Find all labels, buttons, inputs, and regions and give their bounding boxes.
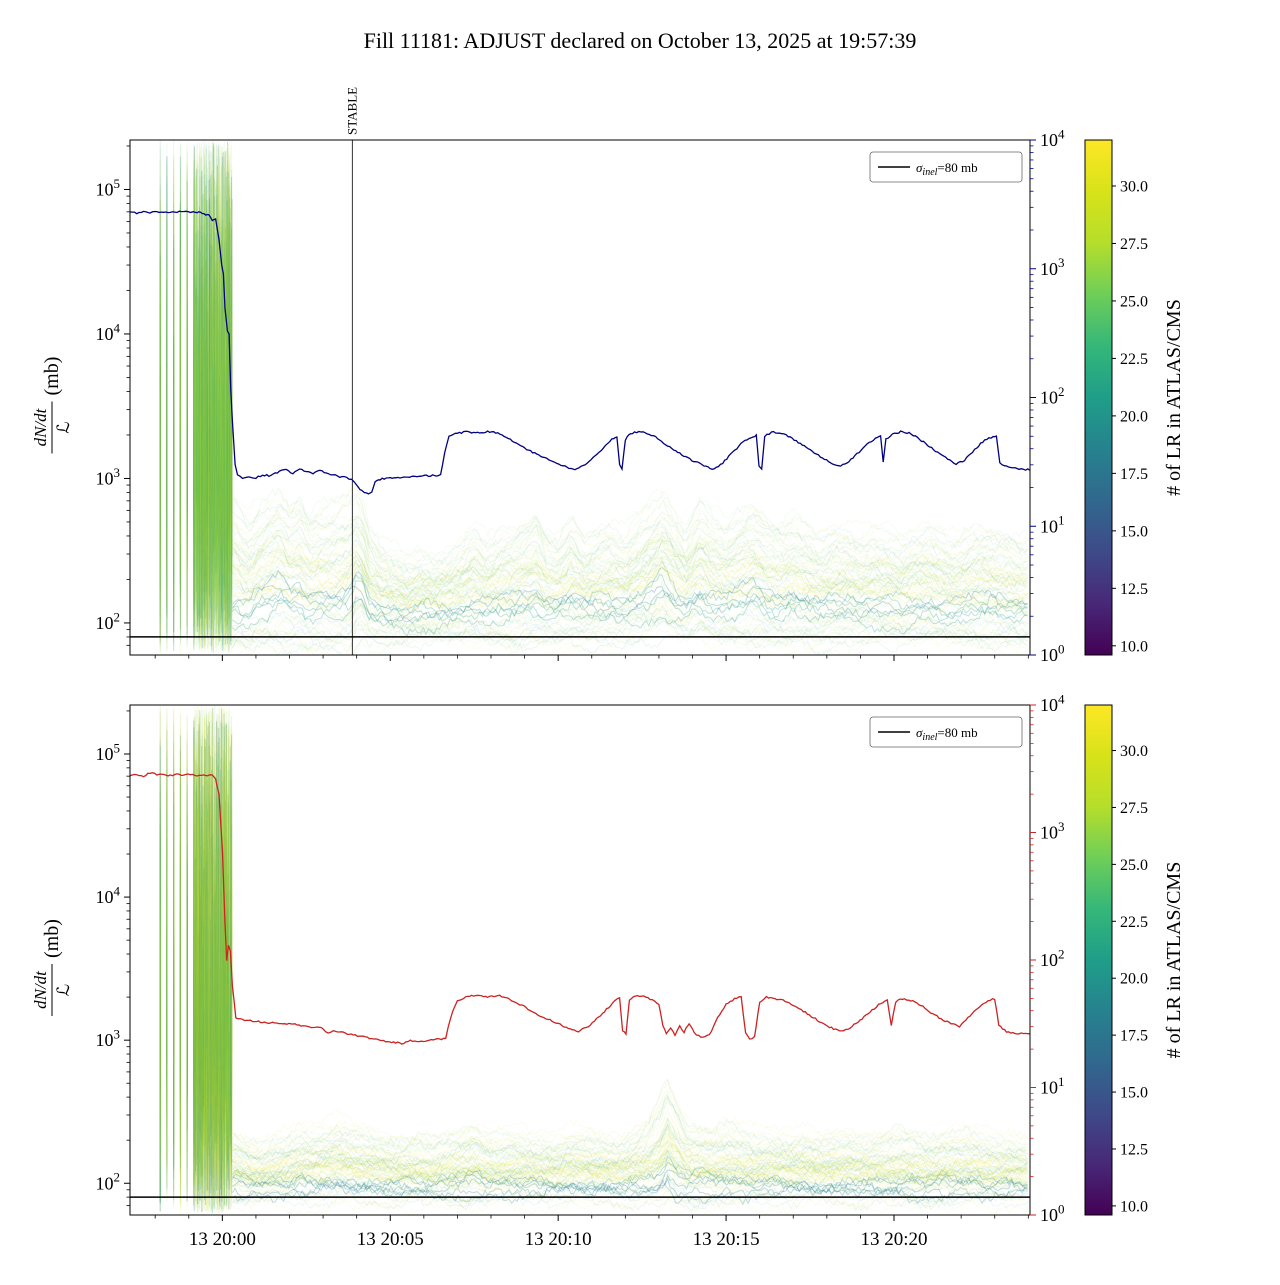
- svg-text:ℒ: ℒ: [54, 984, 73, 996]
- x-tick-label: 13 20:10: [525, 1229, 592, 1250]
- colorbar-tick-label: 17.5: [1120, 466, 1148, 483]
- x-tick-label: 13 20:00: [189, 1229, 256, 1250]
- x-tick-label: 13 20:05: [357, 1229, 424, 1250]
- right-axis: 100 101 102 103 104: [1030, 691, 1065, 1225]
- y-tick-label: 103: [96, 465, 121, 489]
- right-axis: 100 101 102 103 104: [1030, 126, 1065, 665]
- colorbar-tick-label: 15.0: [1120, 1085, 1148, 1102]
- stable-marker: STABLE: [344, 87, 359, 655]
- x-tick-label: 13 20:15: [693, 1229, 760, 1250]
- svg-text:dN/dt: dN/dt: [31, 970, 50, 1009]
- band-traces: [159, 705, 1029, 1215]
- y-tick-label: 102: [96, 609, 121, 633]
- colorbar-tick-label: 30.0: [1120, 178, 1148, 195]
- svg-text:(mb): (mb): [41, 919, 63, 958]
- colorbar-tick-label: 27.5: [1120, 236, 1148, 253]
- x-axis-ticks: [154, 655, 1029, 661]
- y-tick-label: 105: [96, 740, 121, 764]
- svg-text:(mb): (mb): [41, 357, 63, 396]
- right-tick-label: 102: [1040, 946, 1065, 970]
- colorbar-tick-label: 10.0: [1120, 638, 1148, 655]
- legend-label: σinel=80 mb: [916, 725, 978, 743]
- colorbar: 10.0 12.5 15.0 17.5 20.0 22.5 25.0 27.5 30.0 # of…: [1084, 139, 1185, 656]
- stable-label: STABLE: [344, 87, 359, 135]
- colorbar-tick-label: 27.5: [1120, 800, 1148, 817]
- x-tick-label: 13 20:20: [860, 1229, 927, 1250]
- right-tick-label: 101: [1040, 1074, 1065, 1098]
- colorbar-tick-label: 15.0: [1120, 523, 1148, 540]
- y-axis-label: dN/dt ℒ (mb): [31, 357, 73, 454]
- colorbar-label: # of LR in ATLAS/CMS: [1163, 862, 1185, 1059]
- colorbar-tick-label: 12.5: [1120, 1141, 1148, 1158]
- legend-label: σinel=80 mb: [916, 160, 978, 178]
- left-axis-ticks: 102 103 104 105: [96, 145, 130, 646]
- colorbar-tick-label: 30.0: [1120, 743, 1148, 760]
- luminosity-line: [130, 210, 1030, 495]
- colorbar: 10.0 12.5 15.0 17.5 20.0 22.5 25.0 27.5 30.0 # of…: [1084, 704, 1185, 1216]
- right-tick-label: 103: [1040, 819, 1065, 843]
- colorbar-tick-label: 20.0: [1120, 971, 1148, 988]
- right-tick-label: 104: [1040, 691, 1065, 715]
- y-tick-label: 104: [96, 884, 121, 908]
- right-tick-label: 101: [1040, 513, 1065, 537]
- svg-text:dN/dt: dN/dt: [31, 407, 50, 446]
- legend: σinel=80 mb: [869, 716, 1023, 748]
- right-tick-label: 100: [1040, 1201, 1065, 1225]
- legend: σinel=80 mb: [869, 151, 1023, 183]
- right-tick-label: 102: [1040, 384, 1065, 408]
- figure-title: Fill 11181: ADJUST declared on October 1…: [364, 28, 917, 53]
- y-tick-label: 102: [96, 1170, 121, 1194]
- colorbar-tick-label: 25.0: [1120, 857, 1148, 874]
- y-tick-label: 105: [96, 176, 121, 200]
- colorbar-tick-label: 10.0: [1120, 1198, 1148, 1215]
- x-axis-ticks: 13 20:00 13 20:05 13 20:10 13 20:15 13 20:20: [154, 1215, 1029, 1250]
- y-tick-label: 103: [96, 1027, 121, 1051]
- colorbar-tick-label: 25.0: [1120, 293, 1148, 310]
- colorbar-tick-label: 17.5: [1120, 1028, 1148, 1045]
- right-tick-label: 104: [1040, 126, 1065, 150]
- colorbar-tick-label: 22.5: [1120, 914, 1148, 931]
- colorbar-tick-label: 22.5: [1120, 351, 1148, 368]
- colorbar-tick-label: 12.5: [1120, 581, 1148, 598]
- y-tick-label: 104: [96, 320, 121, 344]
- colorbar-tick-label: 20.0: [1120, 408, 1148, 425]
- svg-text:ℒ: ℒ: [54, 421, 73, 433]
- luminosity-line: [130, 772, 1030, 1045]
- band-traces: [159, 140, 1029, 655]
- right-tick-label: 103: [1040, 255, 1065, 279]
- right-tick-label: 100: [1040, 641, 1065, 665]
- y-axis-label: dN/dt ℒ (mb): [31, 919, 73, 1016]
- left-axis-ticks: 102 103 104 105: [96, 710, 130, 1206]
- colorbar-label: # of LR in ATLAS/CMS: [1163, 299, 1185, 496]
